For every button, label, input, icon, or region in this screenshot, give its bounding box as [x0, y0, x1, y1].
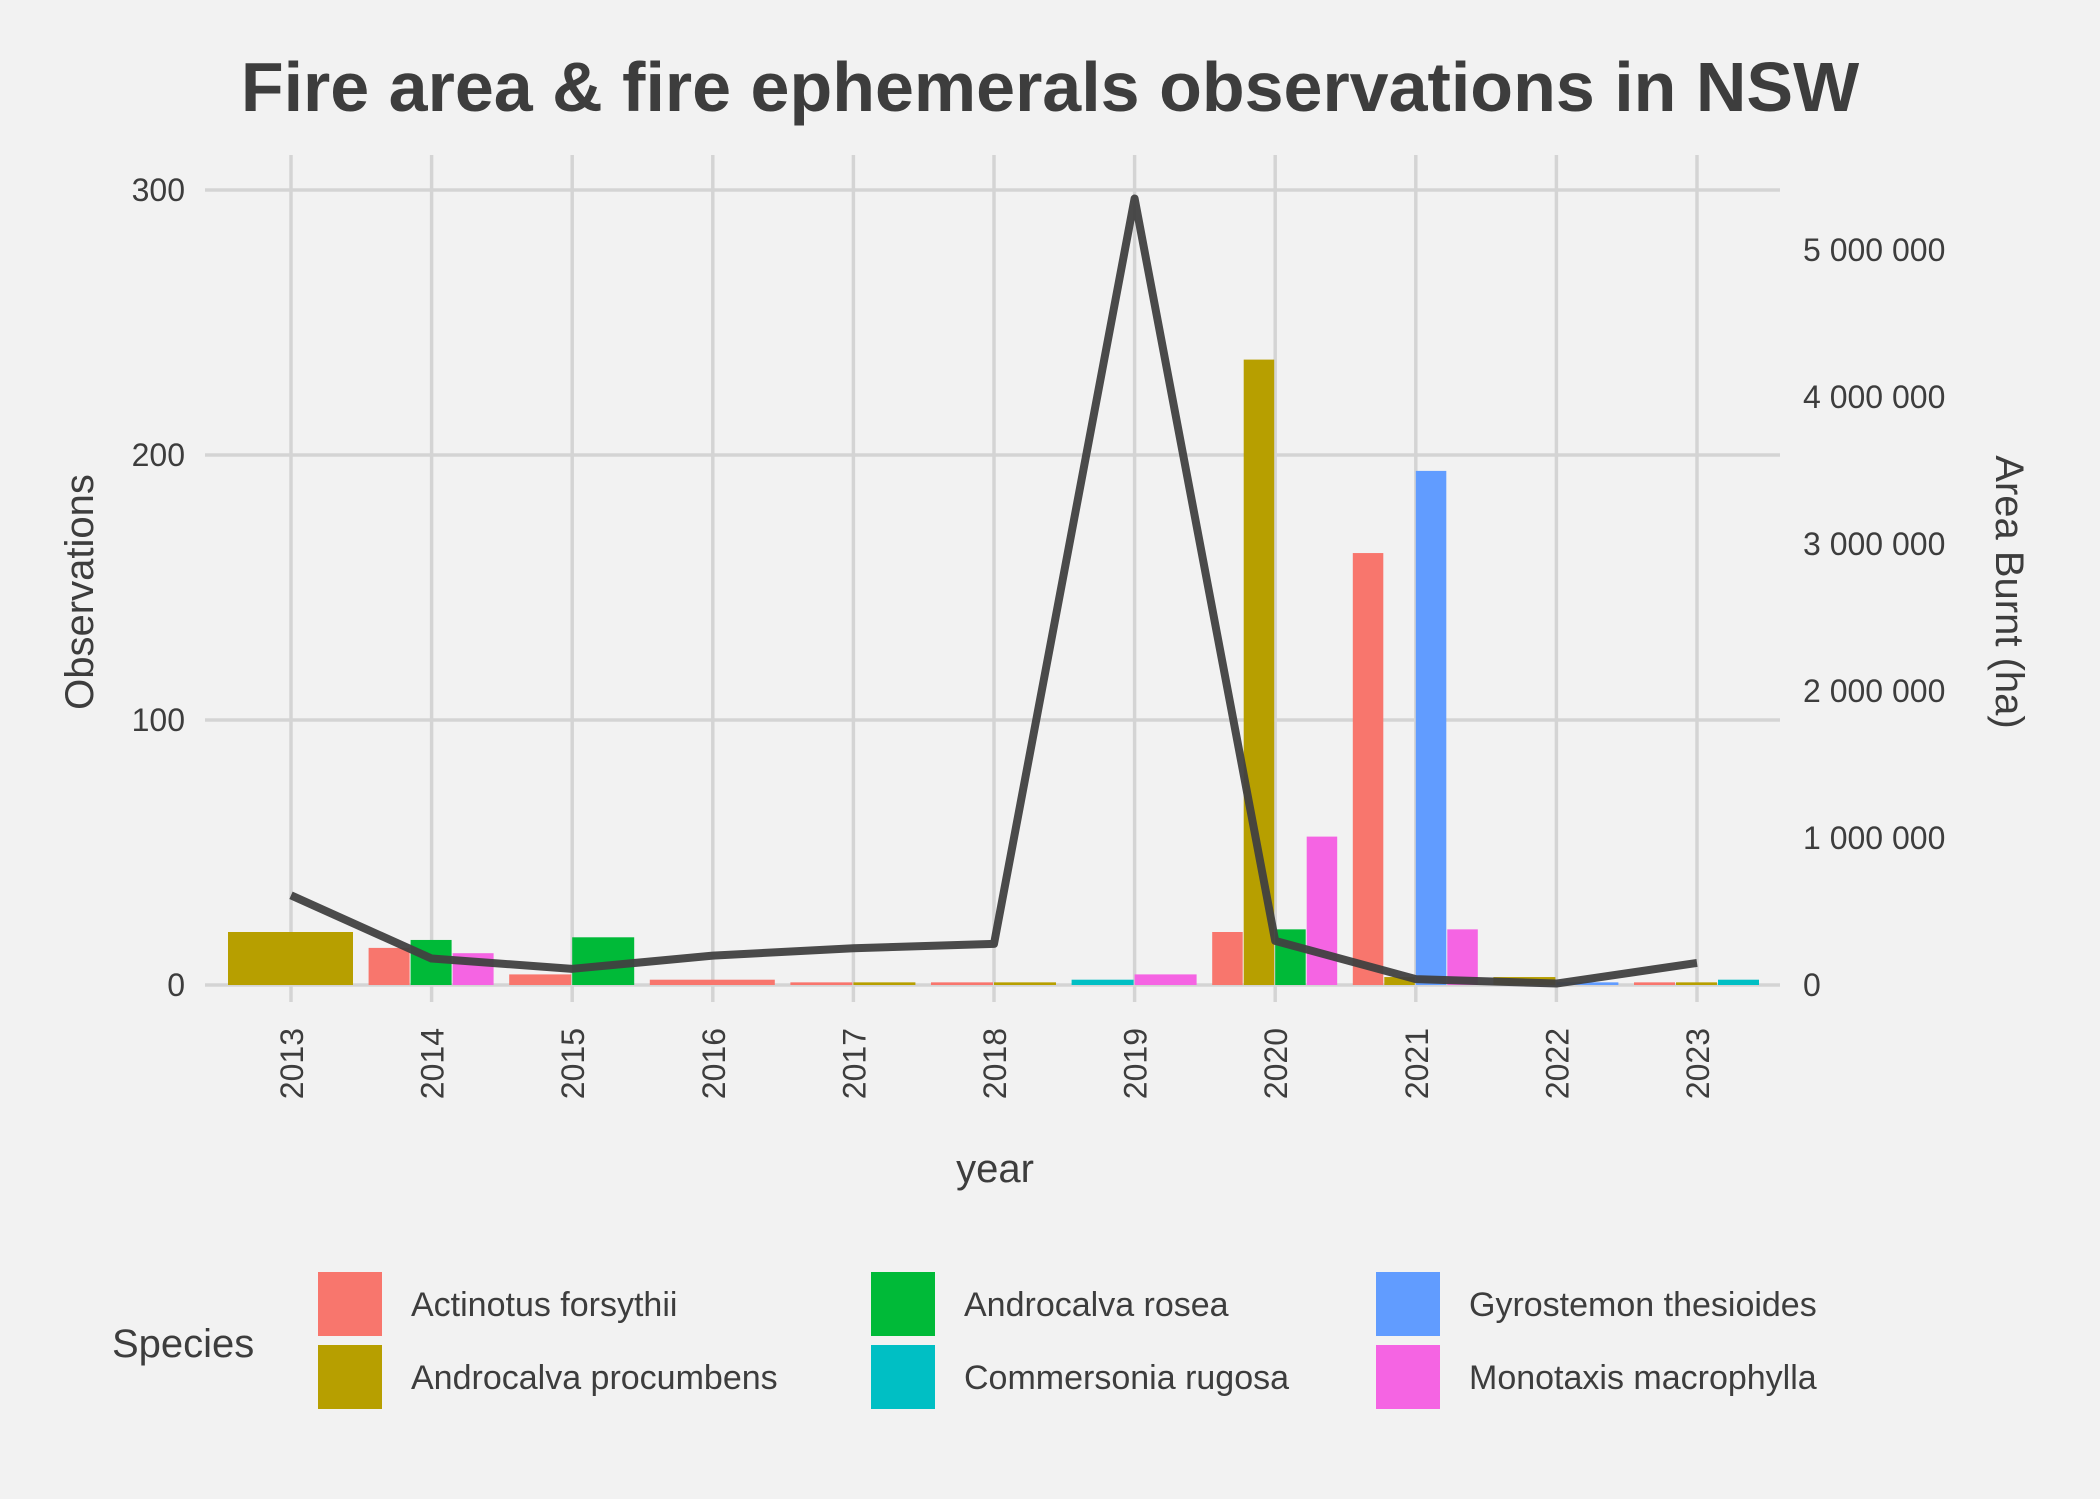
legend-swatch: [318, 1345, 382, 1409]
bar: [1718, 979, 1759, 985]
x-tick-label: 2019: [1118, 1028, 1154, 1099]
bar: [1447, 929, 1478, 985]
bar: [931, 982, 993, 985]
legend-swatch: [1376, 1345, 1440, 1409]
legend-label: Androcalva procumbens: [411, 1359, 778, 1397]
y-axis-left-ticks: 0 100 200 300: [132, 172, 185, 1003]
x-tick-label: 2018: [977, 1028, 1013, 1099]
x-tick-label: 2016: [696, 1028, 732, 1099]
x-tick-label: 2015: [555, 1028, 591, 1099]
bar: [1634, 982, 1675, 985]
bar: [1384, 977, 1415, 985]
y-tick-label: 0: [167, 967, 185, 1003]
legend-label: Gyrostemon thesioides: [1469, 1286, 1817, 1324]
x-tick-label: 2023: [1680, 1028, 1716, 1099]
bar: [1676, 982, 1717, 985]
bar: [1352, 553, 1384, 985]
x-tick-label: 2022: [1539, 1028, 1575, 1099]
legend-swatch: [1376, 1272, 1440, 1336]
x-tick-label: 2014: [415, 1028, 451, 1099]
y-tick-label: 100: [132, 702, 185, 738]
bar: [994, 982, 1056, 985]
legend-swatch: [318, 1272, 382, 1336]
bar: [1275, 929, 1306, 985]
y-axis-title: Observations: [58, 474, 102, 710]
y2-axis-title: Area Burnt (ha): [1987, 455, 2031, 728]
bar: [1134, 974, 1197, 985]
y2-tick-label: 4 000 000: [1803, 379, 1945, 415]
x-tick-label: 2017: [836, 1028, 872, 1099]
legend-item: Androcalva rosea: [871, 1272, 1229, 1336]
x-axis-title: year: [956, 1147, 1034, 1191]
legend-label: Commersonia rugosa: [964, 1359, 1289, 1397]
y2-tick-label: 5 000 000: [1803, 232, 1945, 268]
bar: [649, 979, 775, 985]
bar: [1556, 982, 1619, 985]
bar: [1306, 836, 1338, 985]
bar: [1212, 932, 1243, 985]
legend-swatch: [871, 1345, 935, 1409]
legend-item: Actinotus forsythii: [318, 1272, 677, 1336]
area-burnt-line-layer: [289, 194, 1698, 988]
bar: [853, 982, 916, 985]
legend-label: Actinotus forsythii: [411, 1286, 677, 1324]
y2-tick-label: 1 000 000: [1803, 820, 1945, 856]
x-tick-label: 2020: [1258, 1028, 1294, 1099]
y2-tick-label: 3 000 000: [1803, 526, 1945, 562]
x-axis-ticks: 2013 2014 2015 2016 2017 2018 2019 2020 2021 2022…: [274, 1028, 1716, 1099]
legend-label: Monotaxis macrophylla: [1469, 1359, 1817, 1397]
y-tick-label: 200: [132, 437, 185, 473]
bar: [790, 982, 853, 985]
y2-tick-label: 2 000 000: [1803, 673, 1945, 709]
bar: [1415, 470, 1447, 985]
legend-title: Species: [112, 1322, 254, 1366]
bar: [228, 932, 353, 985]
y2-tick-label: 0: [1803, 967, 1821, 1003]
legend-item: Androcalva procumbens: [318, 1345, 778, 1409]
bar: [1071, 979, 1134, 985]
bar: [1243, 359, 1275, 986]
bar: [509, 974, 572, 985]
legend-item: Monotaxis macrophylla: [1376, 1345, 1817, 1409]
legend: Species Actinotus forsythii Androcalva pr…: [112, 1272, 1817, 1409]
legend-swatch: [871, 1272, 935, 1336]
y-axis-right-ticks: 0 1 000 000 2 000 000 3 000 000 4 000 000 5 0…: [1803, 232, 1945, 1003]
area-burnt-line: [289, 194, 1698, 988]
x-tick-label: 2021: [1399, 1028, 1435, 1099]
legend-item: Gyrostemon thesioides: [1376, 1272, 1817, 1336]
bar: [368, 947, 410, 985]
legend-item: Commersonia rugosa: [871, 1345, 1289, 1409]
x-tick-label: 2013: [274, 1028, 310, 1099]
legend-label: Androcalva rosea: [964, 1286, 1229, 1324]
y-tick-label: 300: [132, 172, 185, 208]
chart-title: Fire area & fire ephemerals observations…: [241, 48, 1859, 126]
